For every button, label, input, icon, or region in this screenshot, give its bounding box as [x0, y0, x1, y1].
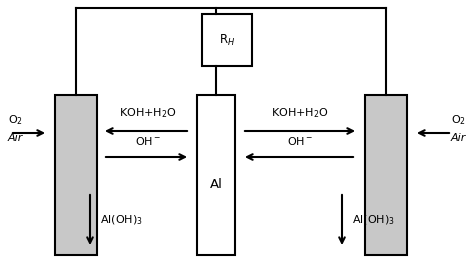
- Text: OH$^-$: OH$^-$: [135, 135, 161, 147]
- Text: KOH+H$_2$O: KOH+H$_2$O: [119, 106, 177, 120]
- Bar: [55, 95, 97, 255]
- Text: O$_2$: O$_2$: [451, 113, 466, 127]
- Bar: [202, 14, 252, 66]
- Text: Al(OH)$_3$: Al(OH)$_3$: [100, 213, 143, 227]
- Text: OH$^-$: OH$^-$: [287, 135, 313, 147]
- Text: Al: Al: [210, 178, 222, 191]
- Bar: [197, 95, 235, 255]
- Text: R$_H$: R$_H$: [219, 32, 235, 48]
- Text: Air: Air: [8, 133, 23, 143]
- Text: Al(OH)$_3$: Al(OH)$_3$: [352, 213, 395, 227]
- Bar: [365, 95, 407, 255]
- Text: O$_2$: O$_2$: [8, 113, 23, 127]
- Text: KOH+H$_2$O: KOH+H$_2$O: [271, 106, 329, 120]
- Text: Air: Air: [451, 133, 466, 143]
